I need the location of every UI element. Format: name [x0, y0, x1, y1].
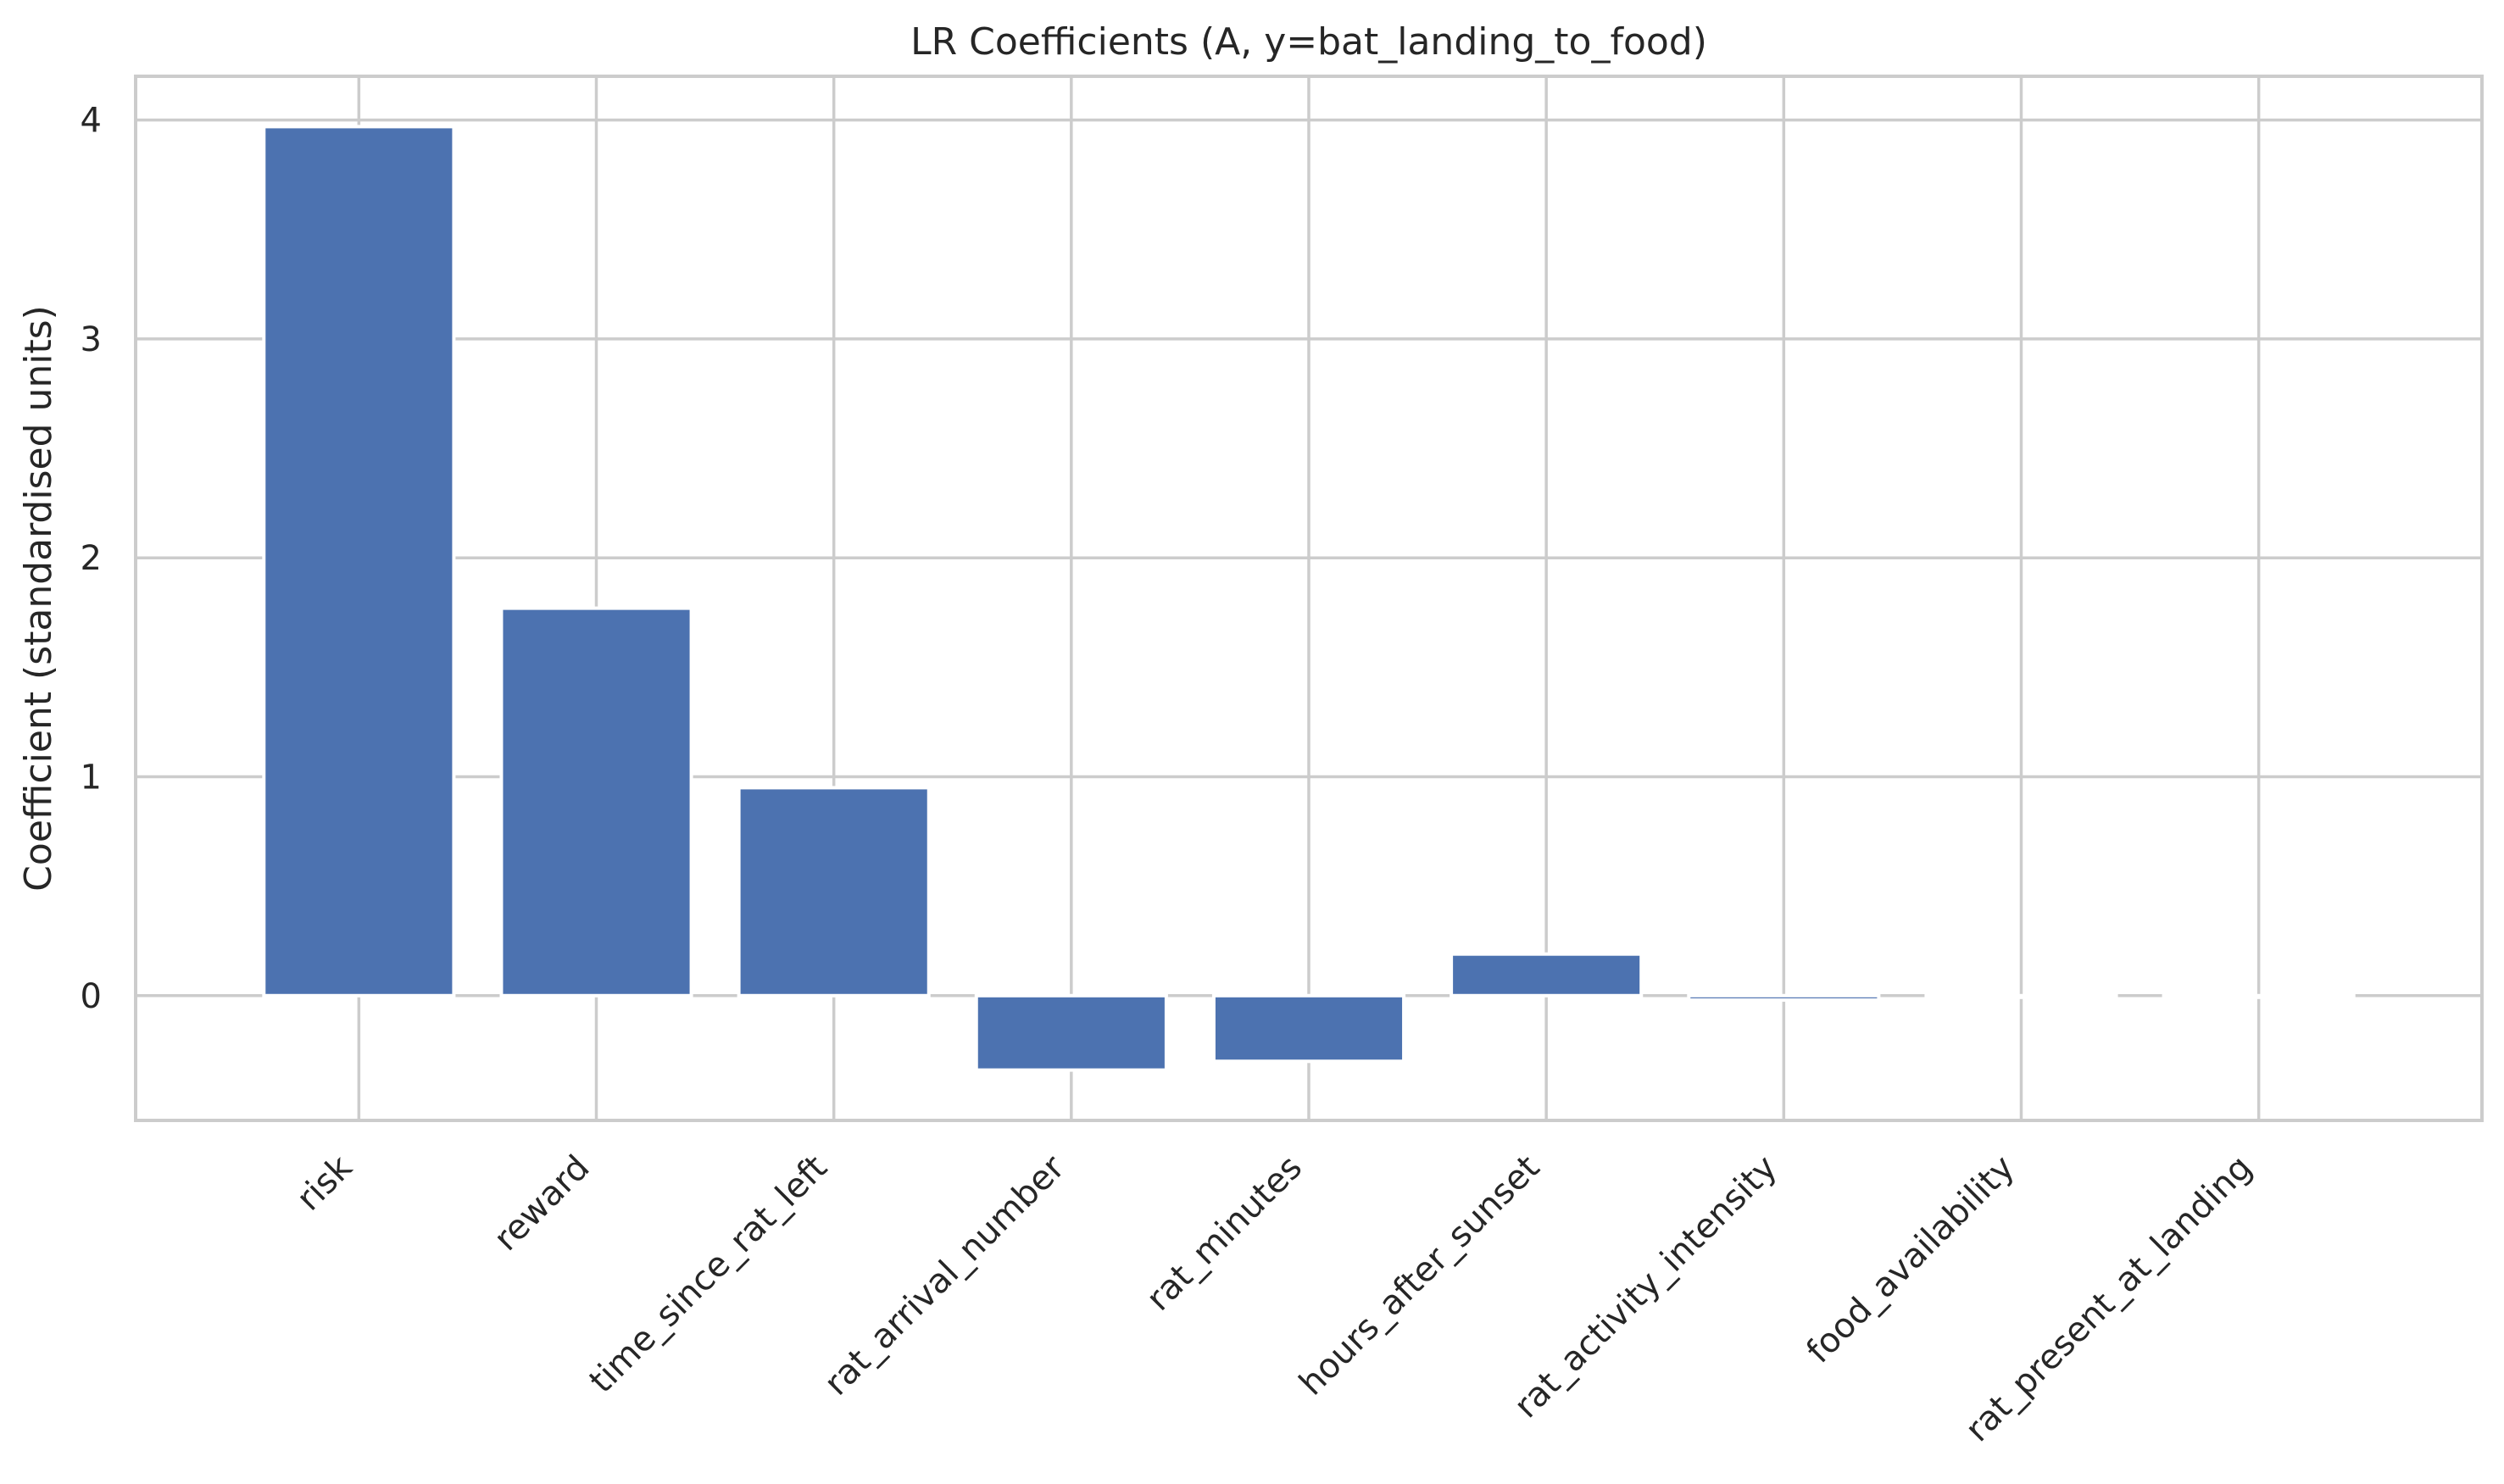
x-tick-labels: risk rewardtime_since_rat_leftrat_arrival… [289, 1148, 2259, 1449]
y-tick-labels: 0 1 2 3 4 [81, 102, 102, 1016]
x-tick-label-rat-activity-intensity: rat_activity_intensity [1507, 1148, 1785, 1426]
y-tick-label: 3 [81, 320, 102, 359]
bar-reward [499, 606, 693, 998]
bar-rat-arrival-number [974, 993, 1168, 1072]
bar-time-since-rat-left [737, 786, 931, 998]
y-tick-label: 2 [81, 539, 102, 578]
x-tick-label-rat-minutes: rat_minutes [1139, 1148, 1310, 1319]
grid [136, 76, 2482, 1120]
x-tick-label-hours-after-sunset: hours_after_sunset [1292, 1148, 1547, 1403]
plot-frame [134, 75, 2484, 1122]
x-tick-label-food-availability: food_availability [1800, 1148, 2023, 1371]
bar-rat-present-at-landing [2162, 993, 2356, 999]
x-tick-label-reward: reward [487, 1148, 597, 1259]
y-tick-label: 0 [81, 977, 102, 1016]
y-tick-label: 4 [81, 102, 102, 141]
bar-hours-after-sunset [1450, 952, 1644, 998]
x-tick-label-time-since-rat-left: time_since_rat_left [582, 1148, 835, 1401]
chart-title: LR Coefficients (A, y=bat_landing_to_foo… [910, 20, 1707, 64]
x-tick-label-rat-arrival-number: rat_arrival_number [817, 1148, 1073, 1403]
x-tick-label-risk: risk [289, 1148, 360, 1219]
bars [262, 125, 2356, 1072]
bar-food-availability [1924, 993, 2118, 999]
y-tick-label: 1 [81, 758, 102, 797]
y-axis-label: Coefficient (standardised units) [17, 305, 60, 892]
bar-rat-activity-intensity [1687, 993, 1881, 1002]
bar-risk [262, 125, 456, 998]
bar-rat-minutes [1211, 993, 1406, 1064]
